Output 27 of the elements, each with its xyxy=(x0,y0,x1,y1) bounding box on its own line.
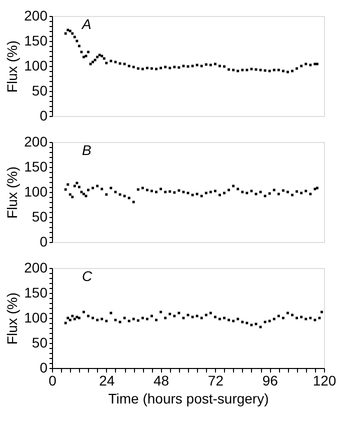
x-tick-label: 120 xyxy=(312,372,336,388)
y-tick-label: 100 xyxy=(24,184,48,200)
annotation: A xyxy=(81,16,92,32)
x-axis-title: Time (hours post-surgery) xyxy=(108,390,269,406)
y-tick-label: 100 xyxy=(24,310,48,326)
y-tick-label: 0 xyxy=(40,108,48,124)
y-tick-label: 200 xyxy=(24,260,48,276)
y-tick-label: 150 xyxy=(24,158,48,174)
y-axis-title: Flux (%) xyxy=(4,292,20,345)
y-tick-label: 100 xyxy=(24,58,48,74)
y-tick-label: 150 xyxy=(24,284,48,300)
y-tick-label: 50 xyxy=(32,82,48,98)
x-tick-label: 96 xyxy=(262,372,278,388)
y-tick-label: 50 xyxy=(32,334,48,350)
y-tick-label: 0 xyxy=(40,234,48,250)
y-axis-title: Flux (%) xyxy=(4,166,20,219)
annotation: C xyxy=(82,268,93,284)
y-axis-title: Flux (%) xyxy=(4,40,20,93)
y-tick-label: 150 xyxy=(24,32,48,48)
x-tick-label: 24 xyxy=(99,372,115,388)
y-tick-label: 200 xyxy=(24,134,48,150)
x-tick-label: 72 xyxy=(208,372,224,388)
x-tick-label: 48 xyxy=(154,372,170,388)
y-tick-label: 50 xyxy=(32,208,48,224)
y-tick-label: 200 xyxy=(24,8,48,24)
annotation: B xyxy=(82,142,92,158)
y-tick-label: 0 xyxy=(40,360,48,376)
